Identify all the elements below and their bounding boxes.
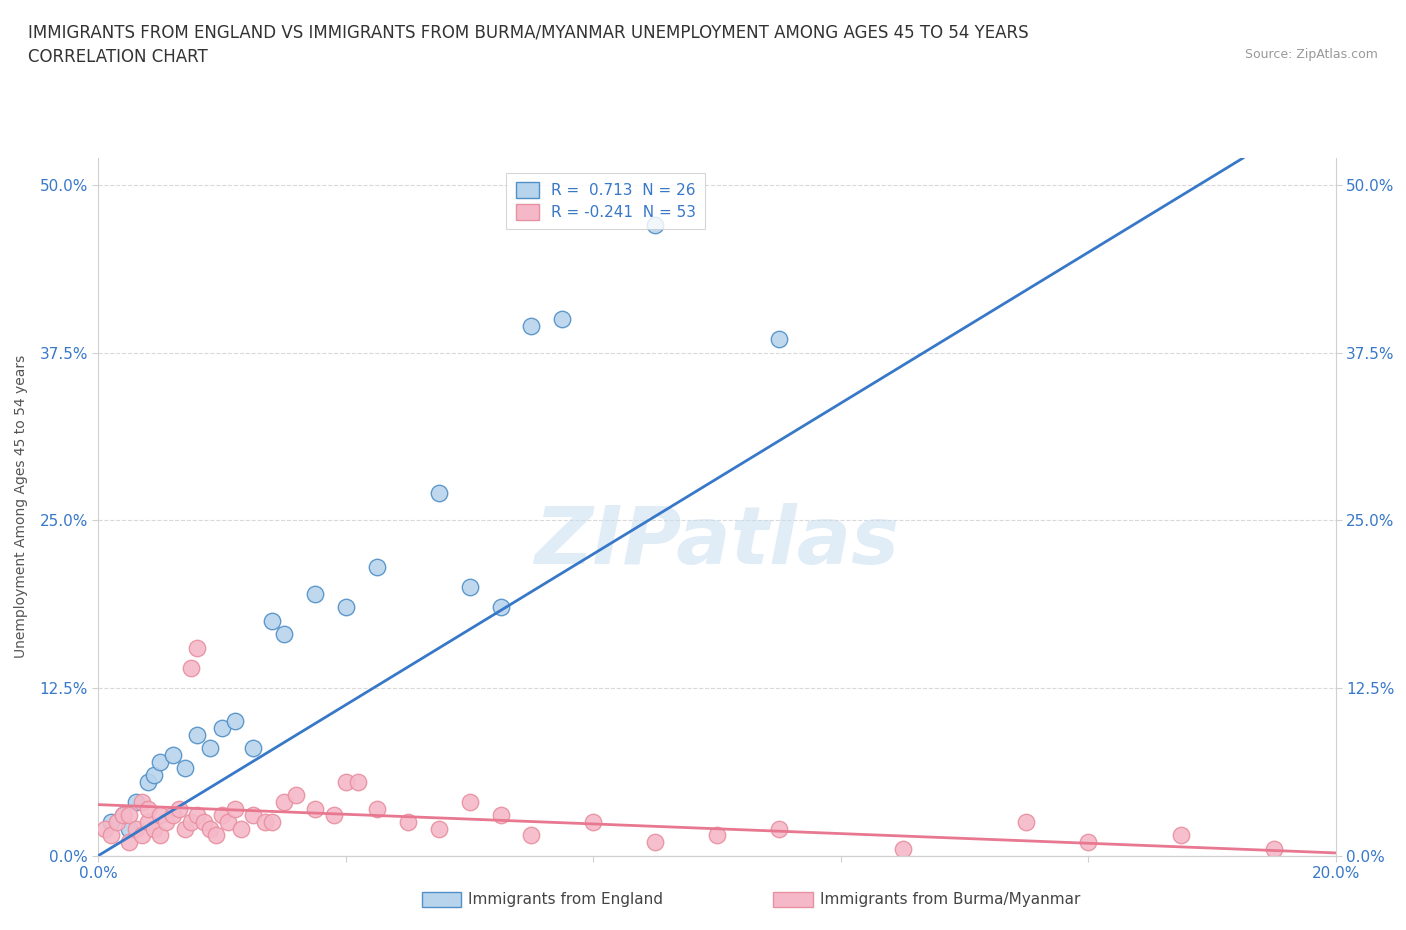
- Point: [273, 794, 295, 809]
- Point: [891, 842, 914, 857]
- Point: [366, 560, 388, 575]
- Point: [136, 802, 159, 817]
- Point: [118, 835, 141, 850]
- Y-axis label: Unemployment Among Ages 45 to 54 years: Unemployment Among Ages 45 to 54 years: [14, 355, 28, 658]
- Point: [396, 815, 419, 830]
- Point: [644, 218, 666, 232]
- Point: [105, 815, 128, 830]
- Point: [260, 815, 283, 830]
- Point: [118, 821, 141, 836]
- Text: CORRELATION CHART: CORRELATION CHART: [28, 48, 208, 66]
- Point: [335, 775, 357, 790]
- Point: [112, 808, 135, 823]
- Point: [644, 835, 666, 850]
- Point: [186, 640, 208, 655]
- Point: [131, 794, 153, 809]
- Point: [489, 808, 512, 823]
- Legend: R =  0.713  N = 26, R = -0.241  N = 53: R = 0.713 N = 26, R = -0.241 N = 53: [506, 173, 704, 229]
- Point: [155, 815, 177, 830]
- Point: [143, 767, 166, 782]
- Point: [229, 821, 252, 836]
- Point: [174, 761, 197, 776]
- Point: [136, 775, 159, 790]
- Point: [205, 828, 228, 843]
- Point: [131, 828, 153, 843]
- Point: [193, 815, 215, 830]
- Point: [242, 741, 264, 756]
- Point: [706, 828, 728, 843]
- Point: [273, 627, 295, 642]
- Point: [112, 808, 135, 823]
- Point: [100, 815, 122, 830]
- Point: [217, 815, 239, 830]
- Point: [186, 727, 208, 742]
- Point: [143, 821, 166, 836]
- Point: [149, 828, 172, 843]
- Point: [118, 808, 141, 823]
- Point: [93, 821, 115, 836]
- Point: [1077, 835, 1099, 850]
- Point: [427, 486, 450, 501]
- Point: [768, 332, 790, 347]
- Text: Source: ZipAtlas.com: Source: ZipAtlas.com: [1244, 48, 1378, 61]
- Point: [1170, 828, 1192, 843]
- Point: [347, 775, 370, 790]
- Point: [285, 788, 308, 803]
- Point: [100, 828, 122, 843]
- Point: [186, 808, 208, 823]
- Point: [174, 821, 197, 836]
- Point: [260, 614, 283, 629]
- Text: Immigrants from England: Immigrants from England: [468, 892, 664, 907]
- Point: [224, 802, 246, 817]
- Point: [551, 312, 574, 326]
- Point: [149, 754, 172, 769]
- Point: [167, 802, 190, 817]
- Point: [198, 741, 221, 756]
- Point: [180, 815, 202, 830]
- Point: [304, 587, 326, 602]
- Point: [520, 828, 543, 843]
- Point: [458, 580, 481, 595]
- Text: Immigrants from Burma/Myanmar: Immigrants from Burma/Myanmar: [820, 892, 1080, 907]
- Point: [211, 808, 233, 823]
- Point: [489, 600, 512, 615]
- Point: [582, 815, 605, 830]
- Point: [124, 794, 146, 809]
- Point: [180, 660, 202, 675]
- Point: [366, 802, 388, 817]
- Text: IMMIGRANTS FROM ENGLAND VS IMMIGRANTS FROM BURMA/MYANMAR UNEMPLOYMENT AMONG AGES: IMMIGRANTS FROM ENGLAND VS IMMIGRANTS FR…: [28, 23, 1029, 41]
- Point: [322, 808, 344, 823]
- Point: [1015, 815, 1038, 830]
- Text: ZIPatlas: ZIPatlas: [534, 503, 900, 580]
- Point: [211, 721, 233, 736]
- Point: [124, 821, 146, 836]
- Point: [149, 808, 172, 823]
- Point: [224, 714, 246, 729]
- Point: [242, 808, 264, 823]
- Point: [304, 802, 326, 817]
- Point: [254, 815, 277, 830]
- Point: [136, 815, 159, 830]
- Point: [768, 821, 790, 836]
- Point: [458, 794, 481, 809]
- Point: [335, 600, 357, 615]
- Point: [1263, 842, 1285, 857]
- Point: [520, 318, 543, 333]
- Point: [162, 748, 184, 763]
- Point: [162, 808, 184, 823]
- Point: [198, 821, 221, 836]
- Point: [427, 821, 450, 836]
